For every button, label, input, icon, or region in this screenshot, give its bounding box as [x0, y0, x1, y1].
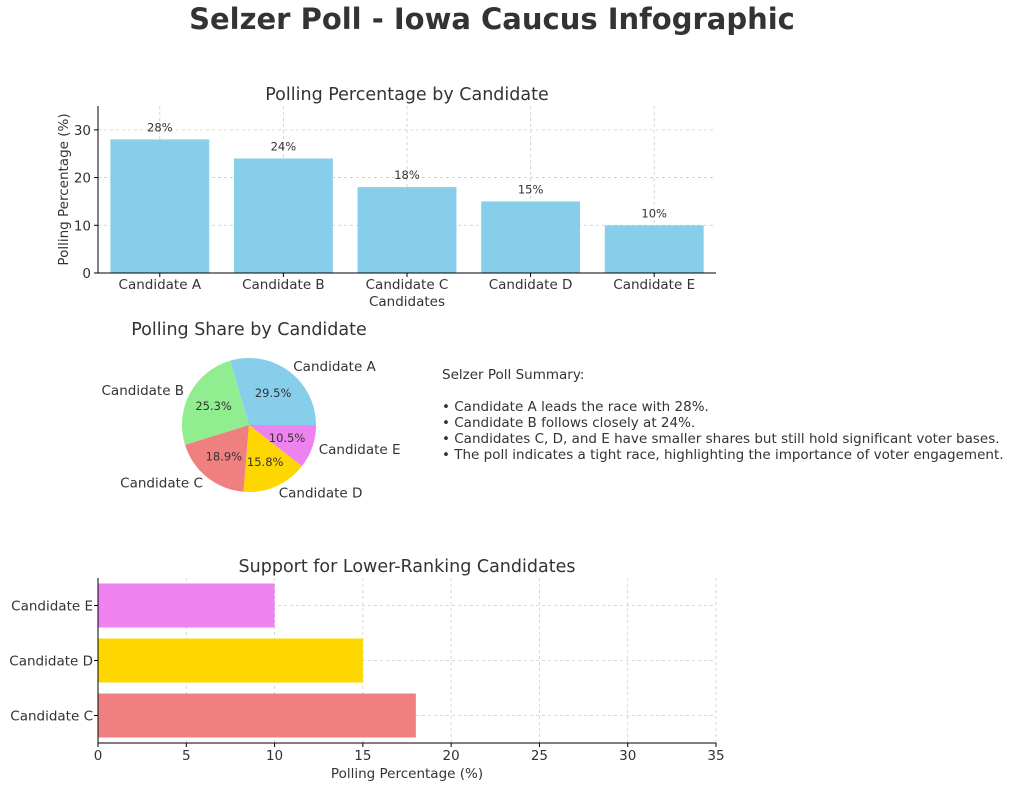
pie-slice: [249, 425, 316, 467]
x-tick-label: 25: [531, 748, 548, 764]
bar: [357, 187, 457, 273]
bar: [233, 158, 333, 273]
pie-pct-label: 15.8%: [247, 455, 284, 469]
summary-line: • Candidate A leads the race with 28%.: [442, 399, 709, 415]
bar-data-label: 24%: [271, 139, 297, 153]
x-tick-label: Candidate D: [489, 277, 573, 293]
bar: [98, 583, 275, 628]
y-tick-label: Candidate E: [11, 599, 93, 615]
pie-slice-label: Candidate E: [319, 442, 401, 458]
chart-title: Polling Percentage by Candidate: [265, 85, 549, 105]
pie-slice-label: Candidate C: [120, 476, 203, 492]
x-tick-label: Candidate C: [366, 277, 449, 293]
summary-line: • The poll indicates a tight race, highl…: [442, 447, 1004, 463]
x-tick-label: 35: [707, 748, 724, 764]
bar: [604, 225, 704, 273]
chart-title: Polling Share by Candidate: [131, 320, 367, 340]
bar: [98, 693, 416, 738]
bar: [110, 139, 210, 273]
x-tick-label: 30: [619, 748, 636, 764]
infographic-title: Selzer Poll - Iowa Caucus Infographic: [189, 2, 795, 36]
y-tick-label: 20: [74, 171, 91, 187]
x-tick-label: 5: [182, 748, 191, 764]
pie-pct-label: 10.5%: [269, 431, 306, 445]
y-axis-title: Polling Percentage (%): [56, 113, 72, 265]
x-tick-label: 0: [94, 748, 103, 764]
x-tick-label: 15: [354, 748, 371, 764]
summary-heading: Selzer Poll Summary:: [442, 367, 585, 383]
y-tick-label: 10: [74, 218, 91, 234]
x-tick-label: Candidate B: [242, 277, 325, 293]
pie-slice-label: Candidate A: [293, 359, 376, 375]
pie-slice: [243, 425, 302, 492]
x-tick-label: 10: [266, 748, 283, 764]
x-axis-title: Polling Percentage (%): [331, 766, 483, 782]
y-tick-label: 30: [74, 123, 91, 139]
pie-slice: [230, 357, 317, 425]
bar-data-label: 15%: [518, 182, 544, 196]
chart-title: Support for Lower-Ranking Candidates: [239, 557, 576, 577]
y-tick-label: 0: [82, 266, 91, 282]
bar-data-label: 28%: [147, 120, 173, 134]
summary-line: • Candidate B follows closely at 24%.: [442, 415, 696, 431]
y-tick-label: Candidate C: [10, 709, 93, 725]
bar-data-label: 10%: [641, 206, 667, 220]
y-tick-label: Candidate D: [9, 654, 93, 670]
bar: [98, 638, 363, 683]
pie-slice-label: Candidate D: [279, 485, 363, 501]
x-axis-title: Candidates: [369, 294, 445, 310]
pie-pct-label: 18.9%: [206, 449, 243, 463]
pie-slice: [181, 360, 249, 445]
pie-pct-label: 29.5%: [255, 386, 292, 400]
bar: [481, 201, 581, 273]
pie-slice-label: Candidate B: [102, 383, 185, 399]
x-tick-label: 20: [443, 748, 460, 764]
x-tick-label: Candidate A: [119, 277, 202, 293]
pie-slice: [185, 425, 249, 492]
summary-line: • Candidates C, D, and E have smaller sh…: [442, 431, 1000, 447]
x-tick-label: Candidate E: [613, 277, 695, 293]
pie-pct-label: 25.3%: [195, 399, 232, 413]
bar-data-label: 18%: [394, 168, 420, 182]
poll-summary: Selzer Poll Summary: • Candidate A leads…: [442, 367, 1022, 463]
